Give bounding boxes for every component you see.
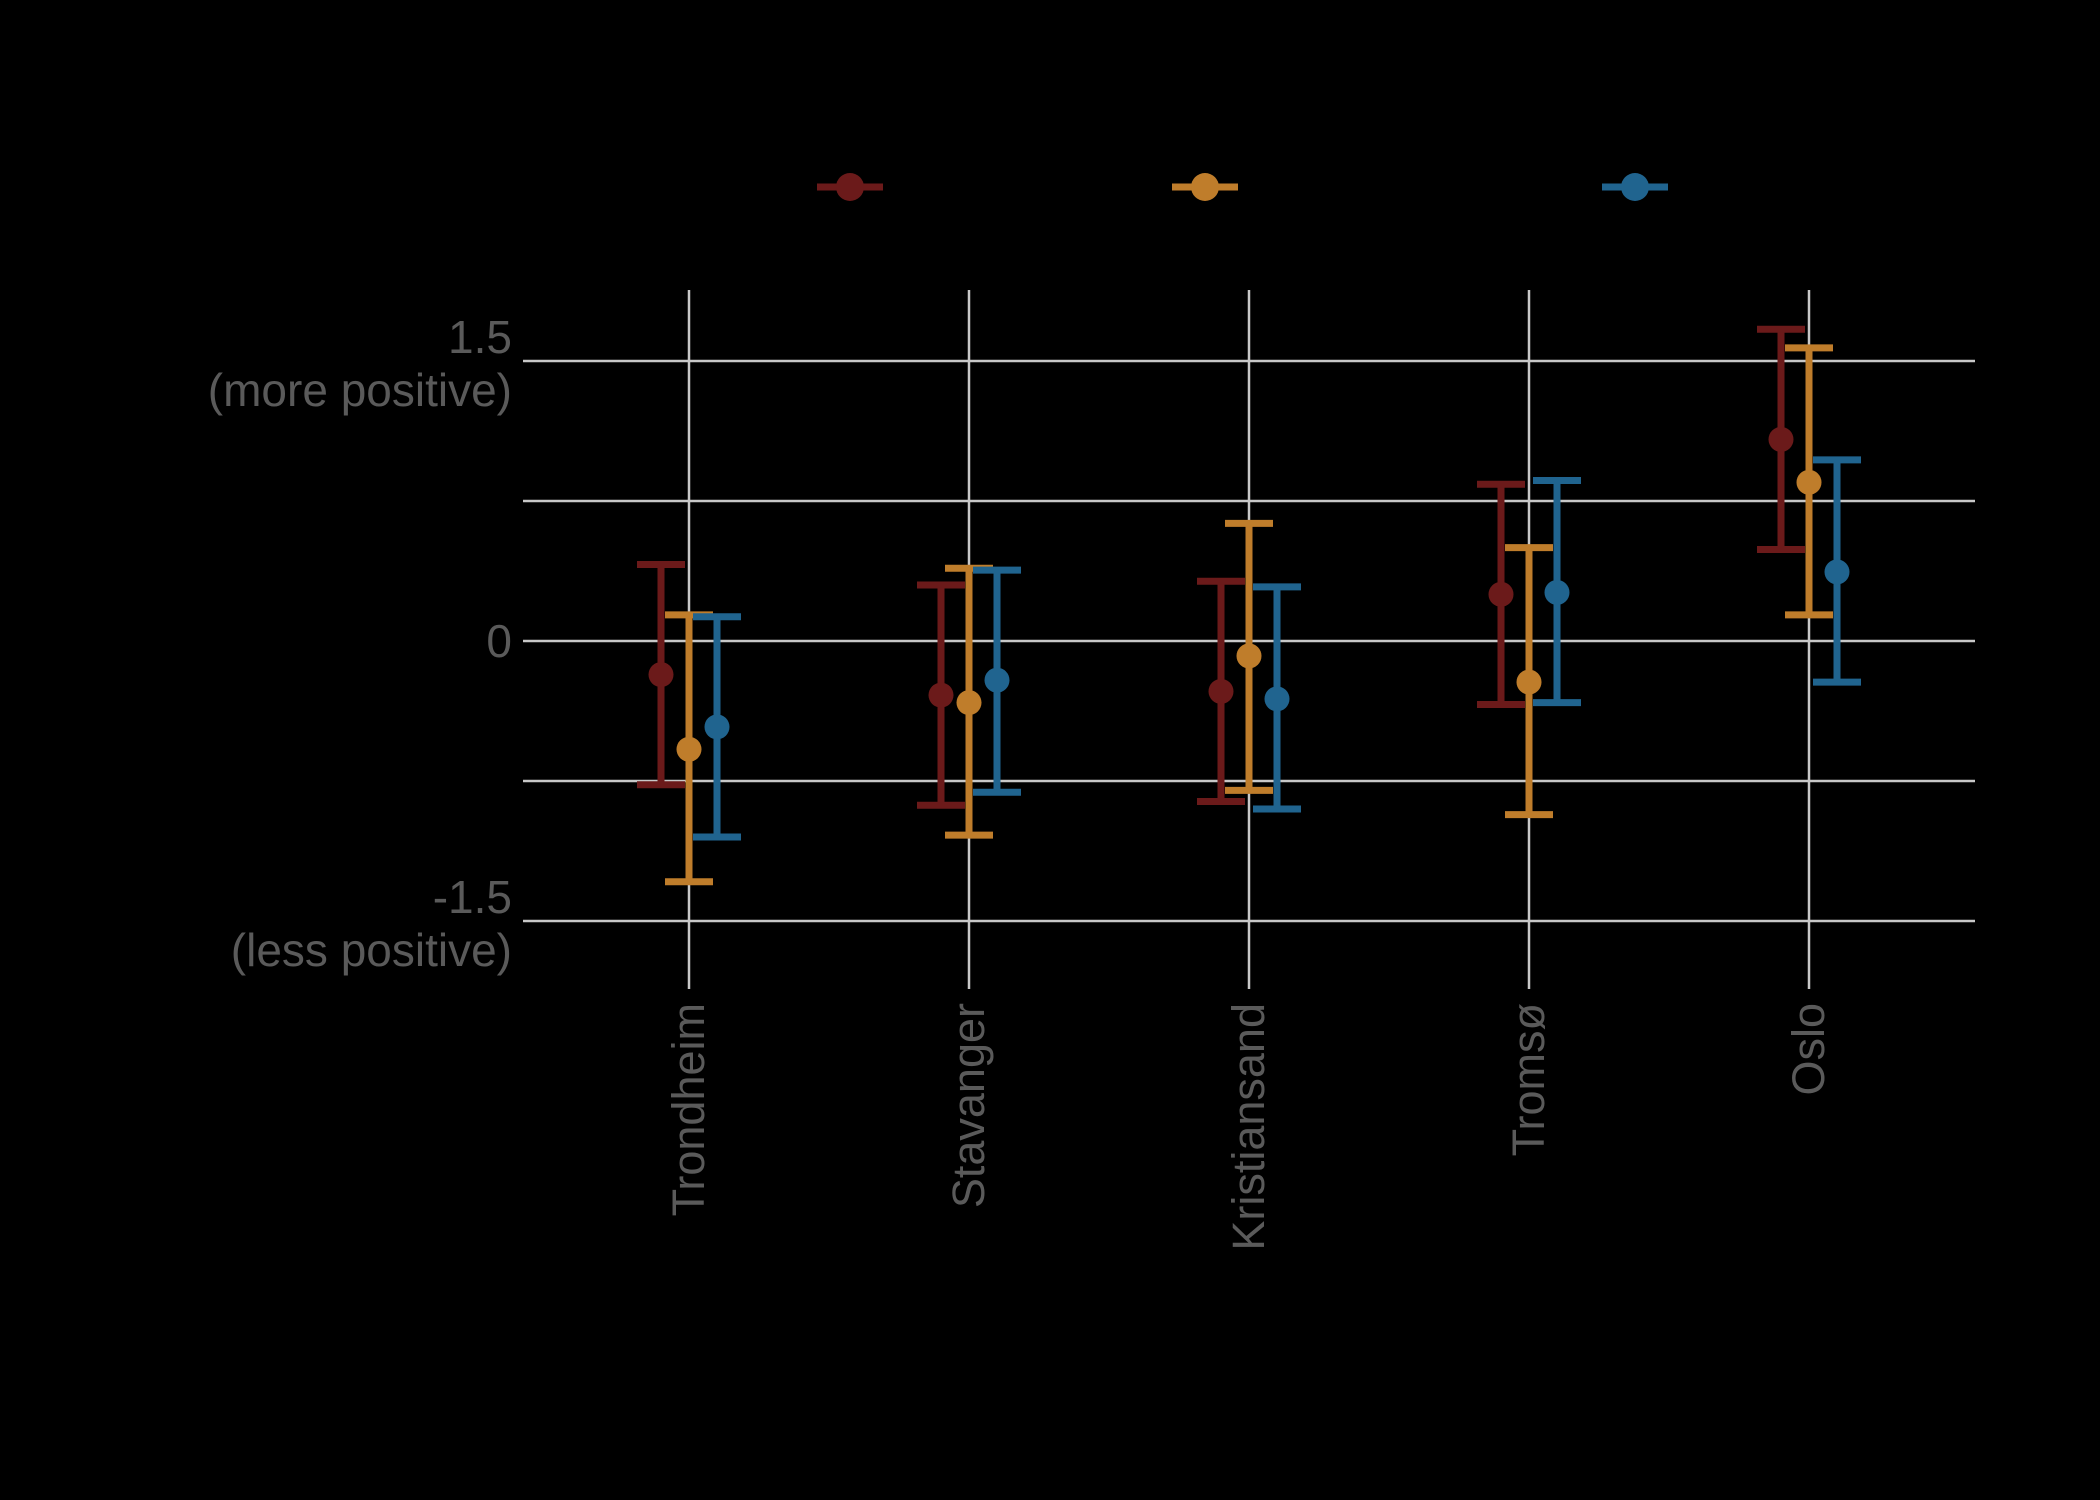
y-tick-label-0: 0: [486, 615, 512, 667]
point-blue-tromsø: [1544, 579, 1570, 605]
point-blue-trondheim: [704, 714, 730, 740]
point-orange-trondheim: [676, 736, 702, 762]
point-orange-kristiansand: [1236, 643, 1262, 669]
point-orange-tromsø: [1516, 669, 1542, 695]
legend-key-dot-orange: [1191, 173, 1219, 201]
x-tick-label-oslo: Oslo: [1783, 1003, 1834, 1096]
point-blue-kristiansand: [1264, 686, 1290, 712]
legend-key-dot-blue: [1621, 173, 1649, 201]
y-axis-annotation-less-positive: (less positive): [230, 924, 512, 976]
x-tick-label-stavanger: Stavanger: [943, 1003, 994, 1209]
x-tick-label-tromso: Tromsø: [1503, 1003, 1554, 1157]
point-red-trondheim: [648, 662, 674, 688]
legend-key-dot-red: [836, 173, 864, 201]
point-red-kristiansand: [1208, 678, 1234, 704]
x-tick-label-kristiansand: Kristiansand: [1223, 1003, 1274, 1251]
point-blue-oslo: [1824, 559, 1850, 585]
point-red-tromsø: [1488, 581, 1514, 607]
point-red-oslo: [1768, 426, 1794, 452]
y-axis-annotation-more-positive: (more positive): [207, 364, 512, 416]
point-red-stavanger: [928, 682, 954, 708]
y-tick-label-minus-1-5: -1.5: [432, 871, 512, 923]
point-blue-stavanger: [984, 667, 1010, 693]
point-orange-oslo: [1796, 469, 1822, 495]
point-orange-stavanger: [956, 690, 982, 716]
y-tick-label-1-5: 1.5: [448, 311, 512, 363]
x-tick-label-trondheim: Trondheim: [663, 1003, 714, 1217]
